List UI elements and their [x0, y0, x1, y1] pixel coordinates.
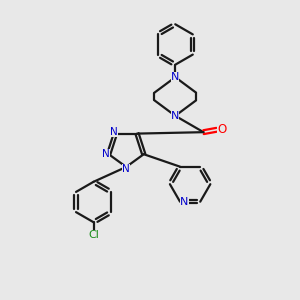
Text: O: O [217, 123, 226, 136]
Text: N: N [180, 197, 189, 207]
Text: Cl: Cl [88, 230, 99, 240]
Text: N: N [171, 72, 179, 82]
Text: N: N [171, 111, 179, 121]
Text: N: N [102, 149, 110, 159]
Text: N: N [110, 127, 118, 137]
Text: N: N [122, 164, 130, 174]
